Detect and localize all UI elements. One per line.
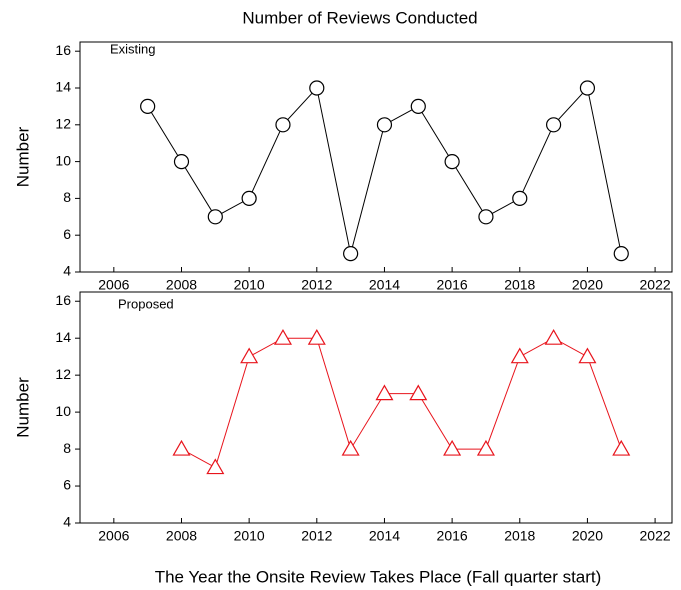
marker <box>544 328 563 345</box>
annotation: Proposed <box>118 296 174 311</box>
y-tick-label: 4 <box>63 514 71 530</box>
plot-frame <box>79 41 673 273</box>
x-tick-label: 2006 <box>98 528 129 544</box>
marker <box>240 347 259 364</box>
marker <box>206 458 225 475</box>
x-tick-label: 2006 <box>98 277 129 293</box>
marker <box>341 439 360 456</box>
series-line <box>147 86 622 254</box>
x-axis-label: The Year the Onsite Review Takes Place (… <box>155 567 602 586</box>
y-tick-label: 8 <box>63 189 71 205</box>
x-tick-label: 2010 <box>234 528 265 544</box>
marker <box>307 328 326 345</box>
marker <box>578 347 597 364</box>
marker <box>241 190 257 206</box>
marker <box>443 439 462 456</box>
x-tick-label: 2008 <box>166 528 197 544</box>
x-tick-label: 2016 <box>437 277 468 293</box>
y-tick-label: 16 <box>55 292 71 308</box>
x-tick-label: 2020 <box>572 277 603 293</box>
marker <box>275 117 291 133</box>
x-tick-label: 2012 <box>301 277 332 293</box>
marker <box>207 209 223 225</box>
marker <box>375 384 394 401</box>
marker <box>140 98 156 115</box>
marker <box>444 154 460 170</box>
annotation: Existing <box>110 41 156 56</box>
marker <box>309 80 325 96</box>
marker <box>476 439 495 456</box>
y-tick-label: 10 <box>55 152 71 168</box>
marker <box>173 154 190 170</box>
x-tick-label: 2022 <box>640 277 671 293</box>
marker <box>579 80 596 96</box>
x-tick-label: 2012 <box>301 528 332 544</box>
x-tick-label: 2018 <box>504 528 535 544</box>
x-tick-label: 2018 <box>504 277 535 293</box>
y-axis-label: Number <box>13 126 32 187</box>
marker <box>172 439 191 456</box>
marker <box>478 209 494 225</box>
plot-frame <box>79 291 673 524</box>
x-tick-label: 2016 <box>437 528 468 544</box>
y-tick-label: 4 <box>63 263 71 279</box>
marker <box>613 246 629 262</box>
chart-title: Number of Reviews Conducted <box>242 8 477 27</box>
y-tick-label: 10 <box>55 403 71 419</box>
y-tick-label: 14 <box>55 79 71 95</box>
marker <box>510 347 529 364</box>
y-tick-label: 6 <box>63 226 71 242</box>
y-tick-label: 6 <box>63 477 71 493</box>
y-axis-label: Number <box>13 377 32 438</box>
marker <box>410 98 426 115</box>
y-tick-label: 14 <box>55 329 71 345</box>
y-tick-label: 12 <box>55 366 71 382</box>
x-tick-label: 2022 <box>640 528 671 544</box>
x-tick-label: 2014 <box>369 528 400 544</box>
y-tick-label: 12 <box>55 116 71 132</box>
y-tick-label: 8 <box>63 440 71 456</box>
marker <box>612 439 631 456</box>
x-tick-label: 2020 <box>572 528 603 544</box>
x-tick-label: 2008 <box>166 277 197 293</box>
marker <box>512 190 528 206</box>
y-tick-label: 16 <box>55 42 71 58</box>
marker <box>545 117 562 133</box>
marker <box>376 117 393 133</box>
marker <box>343 246 359 262</box>
x-tick-label: 2010 <box>234 277 265 293</box>
marker <box>273 328 293 345</box>
marker <box>409 384 428 401</box>
x-tick-label: 2014 <box>369 277 400 293</box>
